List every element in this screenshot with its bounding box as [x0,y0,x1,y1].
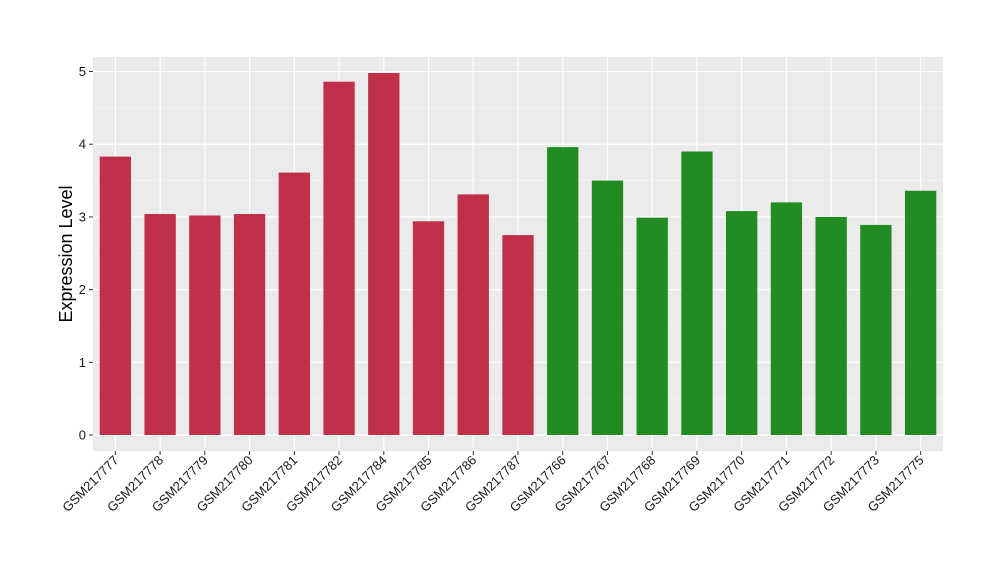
bar-gsm217768 [636,217,668,436]
bar-gsm217784 [368,72,400,436]
y-axis: 0 1 2 3 4 5 [79,64,93,443]
bar-gsm217785 [412,221,445,436]
y-tick-label: 4 [79,137,86,152]
bars [99,72,937,436]
bar-gsm217779 [189,215,221,436]
bar-gsm217787 [502,235,534,436]
y-tick-label: 3 [79,209,86,224]
x-axis: GSM217777GSM217778GSM217779GSM217780GSM2… [59,451,927,515]
bar-gsm217782 [323,81,355,436]
bar-gsm217770 [726,211,758,436]
bar-gsm217781 [278,172,310,436]
bar-gsm217773 [860,224,892,436]
bar-gsm217771 [770,202,803,436]
bar-gsm217780 [233,214,266,436]
y-axis-title: Expression Level [56,185,76,322]
bar-gsm217777 [99,156,132,436]
bar-gsm217767 [591,180,624,436]
bar-gsm217786 [457,194,489,436]
bar-gsm217775 [904,190,937,436]
bar-gsm217772 [815,216,847,436]
y-tick-label: 0 [79,428,86,443]
y-tick-label: 1 [79,355,86,370]
bar-gsm217769 [681,151,713,436]
y-tick-label: 2 [79,282,86,297]
bar-gsm217766 [547,147,579,436]
y-tick-label: 5 [79,64,86,79]
bar-gsm217778 [144,214,176,436]
